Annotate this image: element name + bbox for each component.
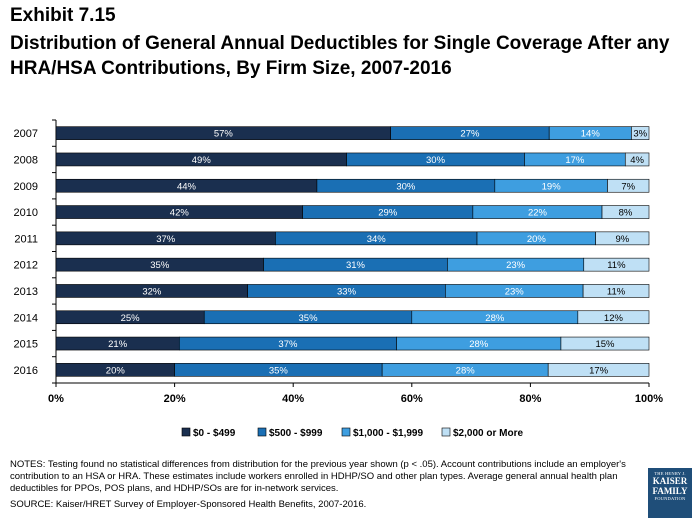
legend-label: $0 - $499 <box>193 428 236 439</box>
bar-segment <box>631 126 650 140</box>
data-label: 34% <box>367 234 387 245</box>
logo-line4: FOUNDATION <box>654 496 686 501</box>
data-label: 4% <box>630 155 644 166</box>
logo-line2: KAISER <box>652 476 688 486</box>
data-label: 57% <box>214 129 234 140</box>
data-label: 20% <box>106 365 126 376</box>
data-label: 33% <box>337 286 357 297</box>
x-tick-label: 20% <box>164 393 186 405</box>
legend-label: $1,000 - $1,999 <box>353 428 423 439</box>
bar-segment <box>560 336 650 351</box>
category-label: 2014 <box>14 312 38 324</box>
data-label: 23% <box>506 260 526 271</box>
exhibit-label: Exhibit 7.15 <box>10 5 116 26</box>
data-label: 35% <box>150 260 170 271</box>
legend-swatch <box>257 427 267 437</box>
x-tick-label: 60% <box>401 393 423 405</box>
category-label: 2007 <box>14 128 38 140</box>
bar-segment <box>624 152 650 167</box>
category-label: 2008 <box>14 154 38 166</box>
category-label: 2013 <box>14 286 38 298</box>
data-label: 37% <box>156 234 176 245</box>
data-label: 11% <box>607 260 626 271</box>
x-tick-label: 100% <box>635 393 663 405</box>
data-label: 30% <box>426 155 446 166</box>
chart-title: Distribution of General Annual Deductibl… <box>10 33 670 79</box>
data-label: 28% <box>456 365 476 376</box>
data-label: 14% <box>581 129 601 140</box>
notes-text: NOTES: Testing found no statistical diff… <box>10 459 626 494</box>
legend-label: $2,000 or More <box>453 428 523 439</box>
legend-swatch <box>441 427 451 437</box>
data-label: 35% <box>269 365 289 376</box>
category-label: 2012 <box>14 260 38 272</box>
category-label: 2010 <box>14 207 38 219</box>
category-label: 2011 <box>14 233 38 245</box>
x-tick-label: 40% <box>282 393 304 405</box>
bar-segment <box>595 231 650 246</box>
data-label: 25% <box>121 313 141 324</box>
data-label: 28% <box>469 339 489 350</box>
data-label: 22% <box>528 208 548 219</box>
data-label: 27% <box>460 129 480 140</box>
data-label: 31% <box>346 260 366 271</box>
data-label: 17% <box>589 365 609 376</box>
legend-swatch <box>341 427 351 437</box>
category-label: 2009 <box>14 181 38 193</box>
x-tick-label: 80% <box>519 393 541 405</box>
bar-segment <box>601 205 650 219</box>
x-tick-label: 0% <box>48 393 64 405</box>
data-label: 9% <box>615 234 629 245</box>
category-label: 2015 <box>14 339 38 351</box>
data-label: 12% <box>604 313 624 324</box>
data-label: 35% <box>299 313 319 324</box>
bar-segment <box>547 363 650 377</box>
data-label: 44% <box>177 181 197 192</box>
data-label: 42% <box>170 208 190 219</box>
data-label: 20% <box>527 234 547 245</box>
data-label: 28% <box>485 313 505 324</box>
source-text: SOURCE: Kaiser/HRET Survey of Employer-S… <box>10 499 367 510</box>
kff-logo: THE HENRY J. KAISER FAMILY FOUNDATION <box>648 468 692 518</box>
data-label: 49% <box>192 155 212 166</box>
data-label: 8% <box>619 208 633 219</box>
stacked-bar-chart: 2007 57% 27% 14% 3% 2008 49% 30% 17% 4% 2009 44% 30%… <box>14 119 663 439</box>
bar-segment <box>583 257 650 272</box>
legend-swatch <box>181 427 191 437</box>
data-label: 7% <box>621 181 635 192</box>
data-label: 30% <box>396 181 416 192</box>
data-label: 21% <box>108 339 128 350</box>
data-label: 29% <box>378 208 398 219</box>
data-label: 17% <box>565 155 585 166</box>
data-label: 11% <box>607 286 626 297</box>
legend-label: $500 - $999 <box>269 428 323 439</box>
data-label: 32% <box>142 286 162 297</box>
logo-line3: FAMILY <box>652 486 688 496</box>
bar-segment <box>577 310 650 325</box>
data-label: 3% <box>633 129 647 140</box>
logo-line1: THE HENRY J. <box>654 471 686 476</box>
data-label: 23% <box>505 286 525 297</box>
bar-segment <box>582 284 650 298</box>
category-label: 2016 <box>14 365 38 377</box>
data-label: 37% <box>278 339 298 350</box>
data-label: 19% <box>542 181 562 192</box>
data-label: 15% <box>595 339 615 350</box>
bar-segment <box>607 178 650 193</box>
